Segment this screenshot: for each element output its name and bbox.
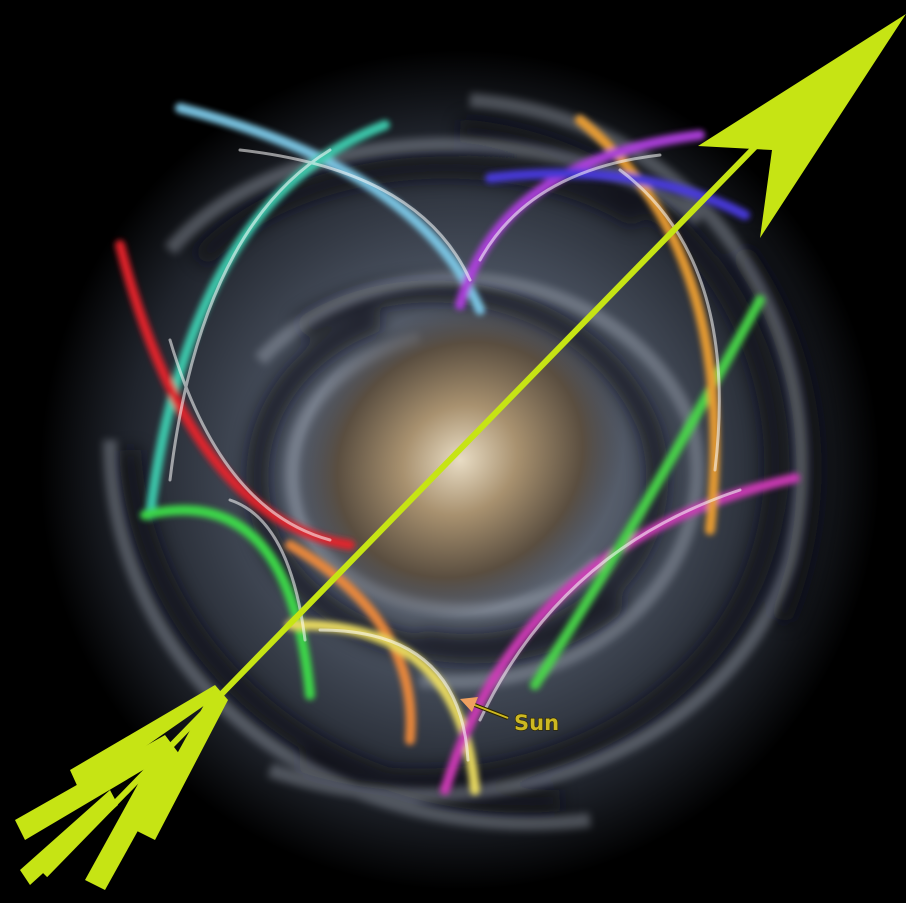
arrow <box>15 14 906 890</box>
heart-arcs <box>115 103 800 795</box>
sun-marker: Sun <box>460 697 560 736</box>
sun-label: Sun <box>514 711 559 735</box>
galactic-core <box>296 303 624 617</box>
